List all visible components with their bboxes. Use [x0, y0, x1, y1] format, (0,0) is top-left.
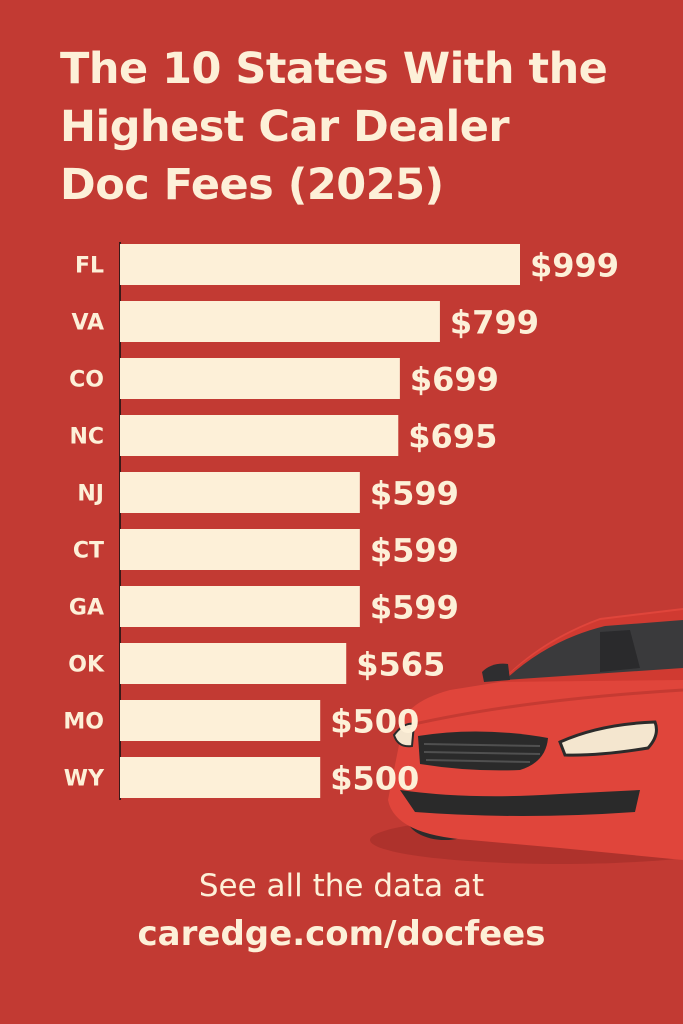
bar-mo — [120, 700, 321, 741]
title-line-3: Doc Fees (2025) — [60, 160, 444, 210]
title-line-2: Highest Car Dealer — [60, 102, 510, 152]
category-label-fl: FL — [75, 254, 104, 279]
bars-group — [120, 244, 520, 798]
value-label-fl: $999 — [530, 247, 619, 285]
category-label-nc: NC — [69, 425, 104, 450]
bar-nc — [120, 415, 399, 456]
category-label-va: VA — [71, 311, 104, 336]
category-label-wy: WY — [64, 767, 105, 792]
category-labels: FL VA CO NC NJ CT GA OK MO WY — [63, 254, 105, 792]
footer-text: See all the data at — [198, 868, 485, 904]
category-label-nj: NJ — [77, 482, 104, 507]
category-label-mo: MO — [63, 710, 104, 735]
bar-ok — [120, 643, 347, 684]
bar-va — [120, 301, 440, 342]
title-line-1: The 10 States With the — [60, 44, 608, 94]
category-label-co: CO — [69, 368, 104, 393]
bar-co — [120, 358, 400, 399]
value-labels: $999 $799 $699 $695 $599 $599 $599 $565 $500 $500 — [330, 247, 619, 798]
value-label-co: $699 — [410, 361, 499, 399]
footer-link[interactable]: caredge.com/docfees — [137, 914, 546, 954]
bar-fl — [120, 244, 520, 285]
chart-title: The 10 States With the Highest Car Deale… — [60, 40, 660, 214]
value-label-nj: $599 — [370, 475, 459, 513]
category-label-ok: OK — [68, 653, 105, 678]
bar-nj — [120, 472, 360, 513]
bar-wy — [120, 757, 321, 798]
value-label-ga: $599 — [370, 589, 459, 627]
bar-ga — [120, 586, 360, 627]
value-label-wy: $500 — [330, 760, 419, 798]
value-label-ct: $599 — [370, 532, 459, 570]
red-car-icon — [370, 608, 683, 864]
bar-ct — [120, 529, 360, 570]
value-label-nc: $695 — [408, 418, 497, 456]
value-label-ok: $565 — [356, 646, 445, 684]
value-label-mo: $500 — [330, 703, 419, 741]
category-label-ga: GA — [69, 596, 104, 621]
value-label-va: $799 — [450, 304, 539, 342]
category-label-ct: CT — [73, 539, 104, 564]
